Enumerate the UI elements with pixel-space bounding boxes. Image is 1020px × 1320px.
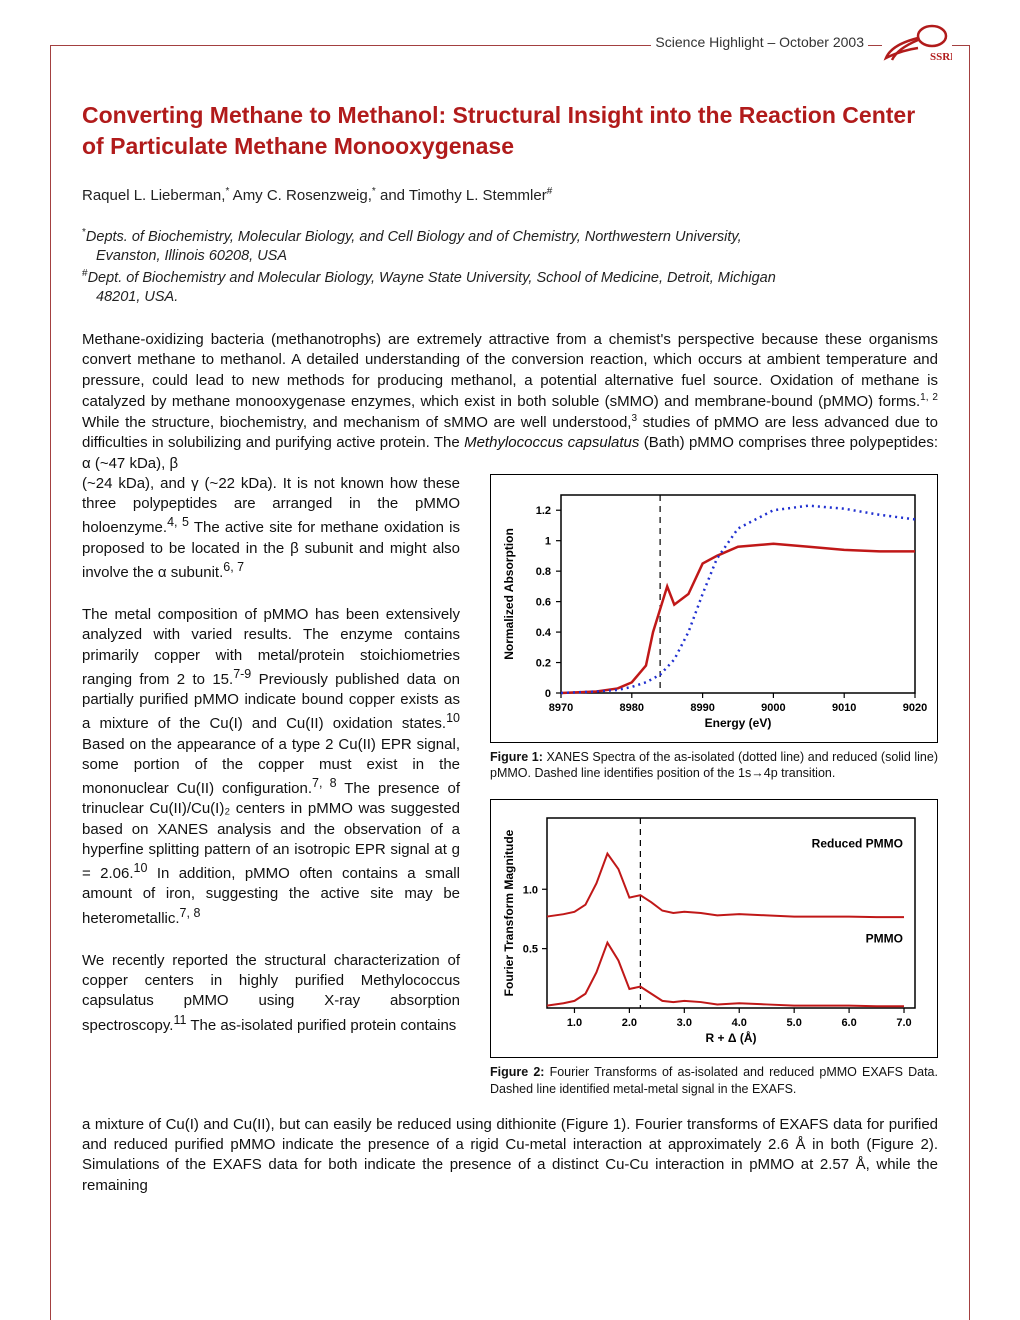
figure-column: 8970 8980 8990 9000 9010 9020 0 0.2 0.4 0.6 0.8 1 1.… [490, 474, 938, 1115]
page: Science Highlight – October 2003 SSRL Co… [0, 0, 1020, 1320]
svg-text:6.0: 6.0 [841, 1017, 856, 1029]
svg-text:3.0: 3.0 [677, 1017, 692, 1029]
affil-line-2b: 48201, USA. [82, 288, 938, 308]
svg-text:1.0: 1.0 [523, 885, 538, 897]
svg-text:5.0: 5.0 [787, 1017, 802, 1029]
figure-1: 8970 8980 8990 9000 9010 9020 0 0.2 0.4 0.6 0.8 1 1.… [490, 474, 938, 782]
content-area: Converting Methane to Methanol: Structur… [82, 100, 938, 1196]
paragraph-2: (~24 kDa), and γ (~22 kDa). It is not kn… [82, 474, 460, 583]
figure-2: 1.0 2.0 3.0 4.0 5.0 6.0 7.0 0.5 1.0 Reduced PMMO P… [490, 799, 938, 1097]
figure-2-caption: Figure 2: Fourier Transforms of as-isola… [490, 1064, 938, 1097]
svg-text:1.0: 1.0 [567, 1017, 582, 1029]
svg-text:Normalized Absorption: Normalized Absorption [502, 528, 516, 660]
svg-text:0.5: 0.5 [523, 944, 538, 956]
affil-line-1b: Evanston, Illinois 60208, USA [82, 247, 938, 267]
svg-text:Energy (eV): Energy (eV) [705, 716, 772, 730]
svg-text:9000: 9000 [761, 702, 785, 714]
figure-2-chart: 1.0 2.0 3.0 4.0 5.0 6.0 7.0 0.5 1.0 Reduced PMMO P… [490, 799, 938, 1058]
affil-line-1: Depts. of Biochemistry, Molecular Biolog… [86, 229, 742, 245]
figure-1-caption: Figure 1: XANES Spectra of the as-isolat… [490, 749, 938, 782]
svg-text:0.6: 0.6 [536, 596, 551, 608]
svg-text:7.0: 7.0 [896, 1017, 911, 1029]
svg-text:SSRL: SSRL [930, 51, 952, 63]
ssrl-logo-icon: SSRL [882, 18, 952, 66]
svg-text:1.2: 1.2 [536, 505, 551, 517]
svg-text:2.0: 2.0 [622, 1017, 637, 1029]
paragraph-3: The metal composition of pMMO has been e… [82, 605, 460, 929]
svg-text:0.2: 0.2 [536, 657, 551, 669]
svg-text:0.8: 0.8 [536, 566, 551, 578]
svg-text:8980: 8980 [620, 702, 644, 714]
svg-text:8990: 8990 [690, 702, 714, 714]
paragraph-5: a mixture of Cu(I) and Cu(II), but can e… [82, 1115, 938, 1196]
svg-text:9010: 9010 [832, 702, 856, 714]
svg-text:8970: 8970 [549, 702, 573, 714]
figure-1-chart: 8970 8980 8990 9000 9010 9020 0 0.2 0.4 0.6 0.8 1 1.… [490, 474, 938, 743]
paragraph-1: Methane-oxidizing bacteria (methanotroph… [82, 330, 938, 474]
affil-line-2: Dept. of Biochemistry and Molecular Biol… [88, 270, 776, 286]
svg-text:0: 0 [545, 688, 551, 700]
highlight-label: Science Highlight – October 2003 [651, 34, 868, 50]
affiliations: *Depts. of Biochemistry, Molecular Biolo… [82, 226, 938, 308]
svg-text:R + Δ (Å): R + Δ (Å) [706, 1030, 757, 1045]
svg-text:0.4: 0.4 [536, 627, 552, 639]
header: Science Highlight – October 2003 SSRL [651, 18, 952, 66]
left-text-column: (~24 kDa), and γ (~22 kDa). It is not kn… [82, 474, 460, 1036]
svg-text:4.0: 4.0 [732, 1017, 747, 1029]
page-title: Converting Methane to Methanol: Structur… [82, 100, 938, 162]
svg-text:Fourier Transform Magnitude: Fourier Transform Magnitude [502, 830, 516, 997]
svg-text:PMMO: PMMO [866, 932, 903, 946]
svg-text:1: 1 [545, 535, 551, 547]
authors: Raquel L. Lieberman,* Amy C. Rosenzweig,… [82, 186, 938, 204]
svg-text:9020: 9020 [903, 702, 927, 714]
svg-text:Reduced PMMO: Reduced PMMO [812, 837, 903, 851]
paragraph-4: We recently reported the structural char… [82, 951, 460, 1036]
